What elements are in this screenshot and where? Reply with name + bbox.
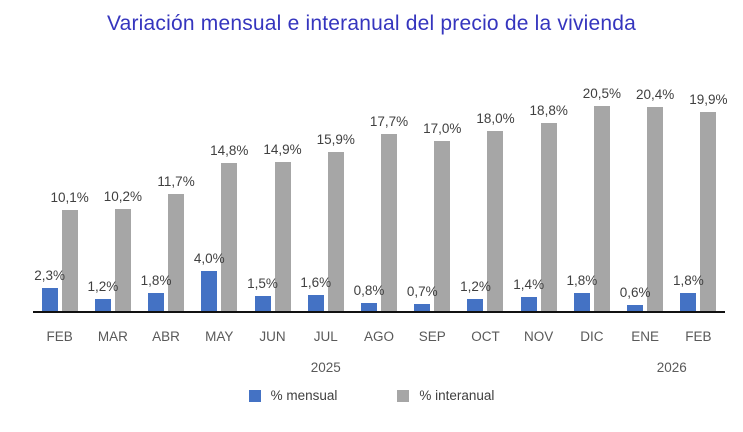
month-label: FEB (685, 329, 712, 344)
legend: % mensual % interanual (0, 388, 743, 403)
legend-label: % interanual (419, 388, 495, 403)
month-label: JUN (259, 329, 286, 344)
value-label: 18,0% (476, 111, 515, 126)
mensual-bar (307, 295, 324, 311)
legend-label: % mensual (270, 388, 338, 403)
mensual-bar (94, 299, 111, 311)
value-label: 4,0% (193, 251, 225, 266)
value-label: 20,4% (636, 87, 675, 102)
interanual-bar (487, 131, 504, 311)
chart-title: Variación mensual e interanual del preci… (106, 12, 637, 35)
value-label: 15,9% (316, 132, 355, 147)
mensual-bar (254, 296, 271, 311)
interanual-bar (114, 209, 131, 311)
value-label: 1,8% (566, 273, 598, 288)
value-label: 10,1% (50, 190, 89, 205)
month-label: NOV (524, 329, 554, 344)
interanual-bar (381, 134, 397, 311)
value-label: 18,8% (529, 103, 568, 118)
value-label: 14,8% (210, 143, 249, 158)
value-label: 17,7% (369, 114, 409, 129)
value-label: 20,5% (582, 86, 622, 101)
interanual-bar (221, 163, 238, 311)
interanual-bar (168, 194, 185, 311)
mensual-bar (201, 271, 218, 311)
month-label: MAR (97, 329, 128, 344)
mensual-bar (520, 297, 537, 311)
value-label: 1,4% (513, 277, 545, 292)
value-label: 17,0% (423, 121, 462, 136)
mensual-bar (680, 293, 697, 311)
value-label: 0,7% (406, 284, 438, 299)
value-label: 10,2% (103, 189, 142, 204)
interanual-bar (647, 107, 664, 311)
mensual-bar (573, 293, 590, 311)
interanual-bar (327, 152, 344, 311)
interanual-bar (540, 123, 557, 311)
legend-item: % interanual (397, 388, 494, 403)
mensual-bar (361, 303, 377, 311)
plot-area: 2,3% 1,2% 1,8% 4,0% 1,5% 1,6% 0,8% 0,7% 1,2% 1,4%… (33, 86, 728, 311)
year-labels-row: 2025 2026 (33, 360, 725, 376)
value-label: 1,6% (300, 275, 332, 290)
mensual-bar (414, 304, 431, 311)
mensual-bar (467, 299, 484, 311)
value-label: 2,3% (34, 268, 66, 283)
value-label: 0,8% (353, 283, 385, 298)
value-label: 1,2% (87, 279, 119, 294)
interanual-bar (593, 106, 610, 311)
interanual-bar (274, 162, 291, 311)
mensual-bar (41, 288, 58, 311)
x-axis-labels: FEB MAR ABR MAY JUN JUL AGO SEP OCT NOV DIC ENE FEB (33, 329, 725, 345)
value-label: 0,6% (619, 285, 651, 300)
mensual-bar (627, 305, 644, 311)
value-label: 1,2% (460, 279, 491, 294)
value-label: 14,9% (263, 142, 302, 157)
interanual-bar (434, 141, 451, 311)
month-label: AGO (363, 329, 394, 344)
value-label: 1,5% (247, 276, 278, 291)
value-label: 1,8% (140, 273, 172, 288)
legend-swatch (248, 389, 261, 402)
month-label: OCT (471, 329, 500, 344)
month-label: DIC (580, 329, 604, 344)
value-label: 11,7% (157, 174, 195, 189)
legend-swatch (397, 389, 410, 402)
month-label: SEP (418, 329, 446, 344)
month-label: ENE (631, 329, 660, 344)
year-label: 2026 (656, 360, 687, 375)
year-label: 2025 (310, 360, 341, 375)
interanual-bar (700, 112, 717, 311)
x-axis-line (33, 311, 725, 313)
legend-item: % mensual (248, 388, 338, 403)
interanual-bar (61, 210, 78, 311)
mensual-bar (148, 293, 165, 311)
month-label: JUL (313, 329, 338, 344)
value-label: 19,9% (689, 92, 728, 107)
value-label: 1,8% (672, 273, 704, 288)
month-label: FEB (46, 329, 73, 344)
month-label: ABR (152, 329, 180, 344)
month-label: MAY (205, 329, 234, 344)
